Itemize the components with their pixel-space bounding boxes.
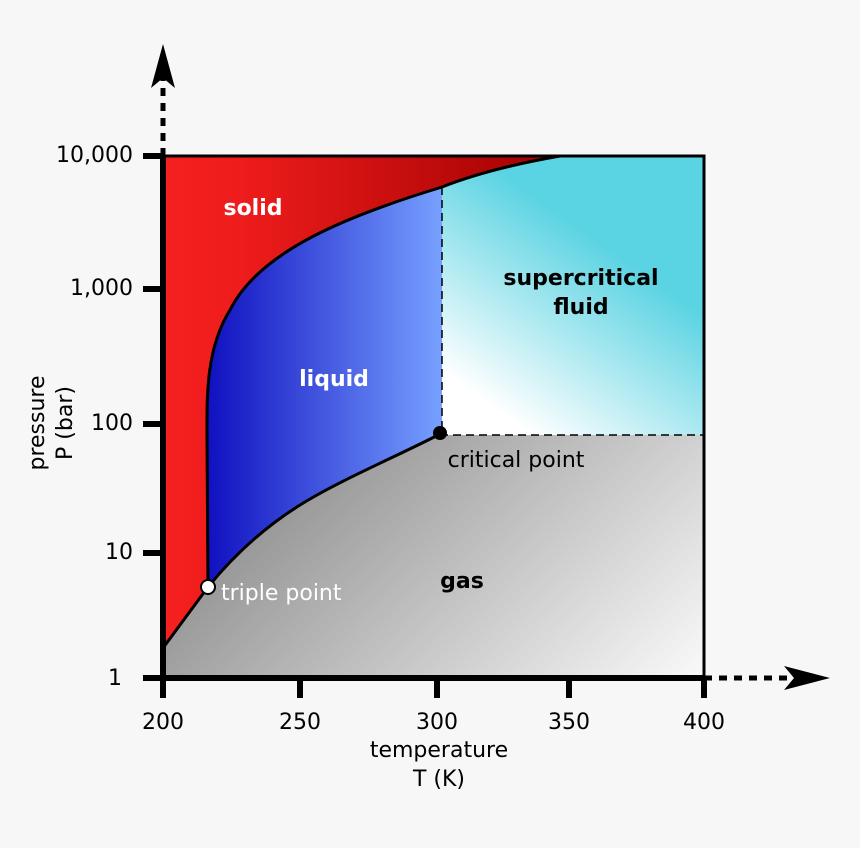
x-tick-label: 350 — [548, 710, 590, 735]
y-axis-label: pressure — [25, 375, 50, 470]
y-ticks — [143, 153, 163, 556]
triple-point — [200, 579, 216, 595]
y-tick-label: 1 — [108, 666, 122, 691]
x-tick-label: 250 — [279, 710, 321, 735]
vapor-curve — [161, 431, 443, 649]
solid-label: solid — [223, 196, 282, 221]
liquid-label: liquid — [299, 367, 369, 392]
y-axis-arrowhead — [151, 44, 175, 88]
critical-point-label: critical point — [448, 448, 585, 473]
x-tick-label: 200 — [142, 710, 184, 735]
x-tick-label: 400 — [683, 710, 725, 735]
x-axis-arrowhead — [784, 666, 830, 690]
x-axis-label: T (K) — [412, 767, 465, 792]
critical-point — [433, 426, 447, 440]
y-tick-label: 100 — [91, 411, 133, 436]
triple-point-label: triple point — [221, 581, 342, 606]
x-axis-label: temperature — [370, 738, 508, 763]
y-tick-label: 10 — [105, 540, 133, 565]
supercritical-region — [440, 156, 704, 435]
y-tick-label: 1,000 — [70, 276, 133, 301]
supercritical-label: supercritical — [503, 266, 658, 291]
supercritical-label: fluid — [553, 295, 608, 320]
liquid-region — [206, 187, 442, 587]
y-tick-label: 10,000 — [56, 143, 133, 168]
y-axis-label: P (bar) — [53, 386, 78, 460]
x-ticks — [297, 678, 707, 698]
solid-region — [163, 156, 560, 648]
x-tick-label: 300 — [416, 710, 458, 735]
gas-label: gas — [440, 569, 484, 594]
melting-curve — [205, 154, 561, 588]
